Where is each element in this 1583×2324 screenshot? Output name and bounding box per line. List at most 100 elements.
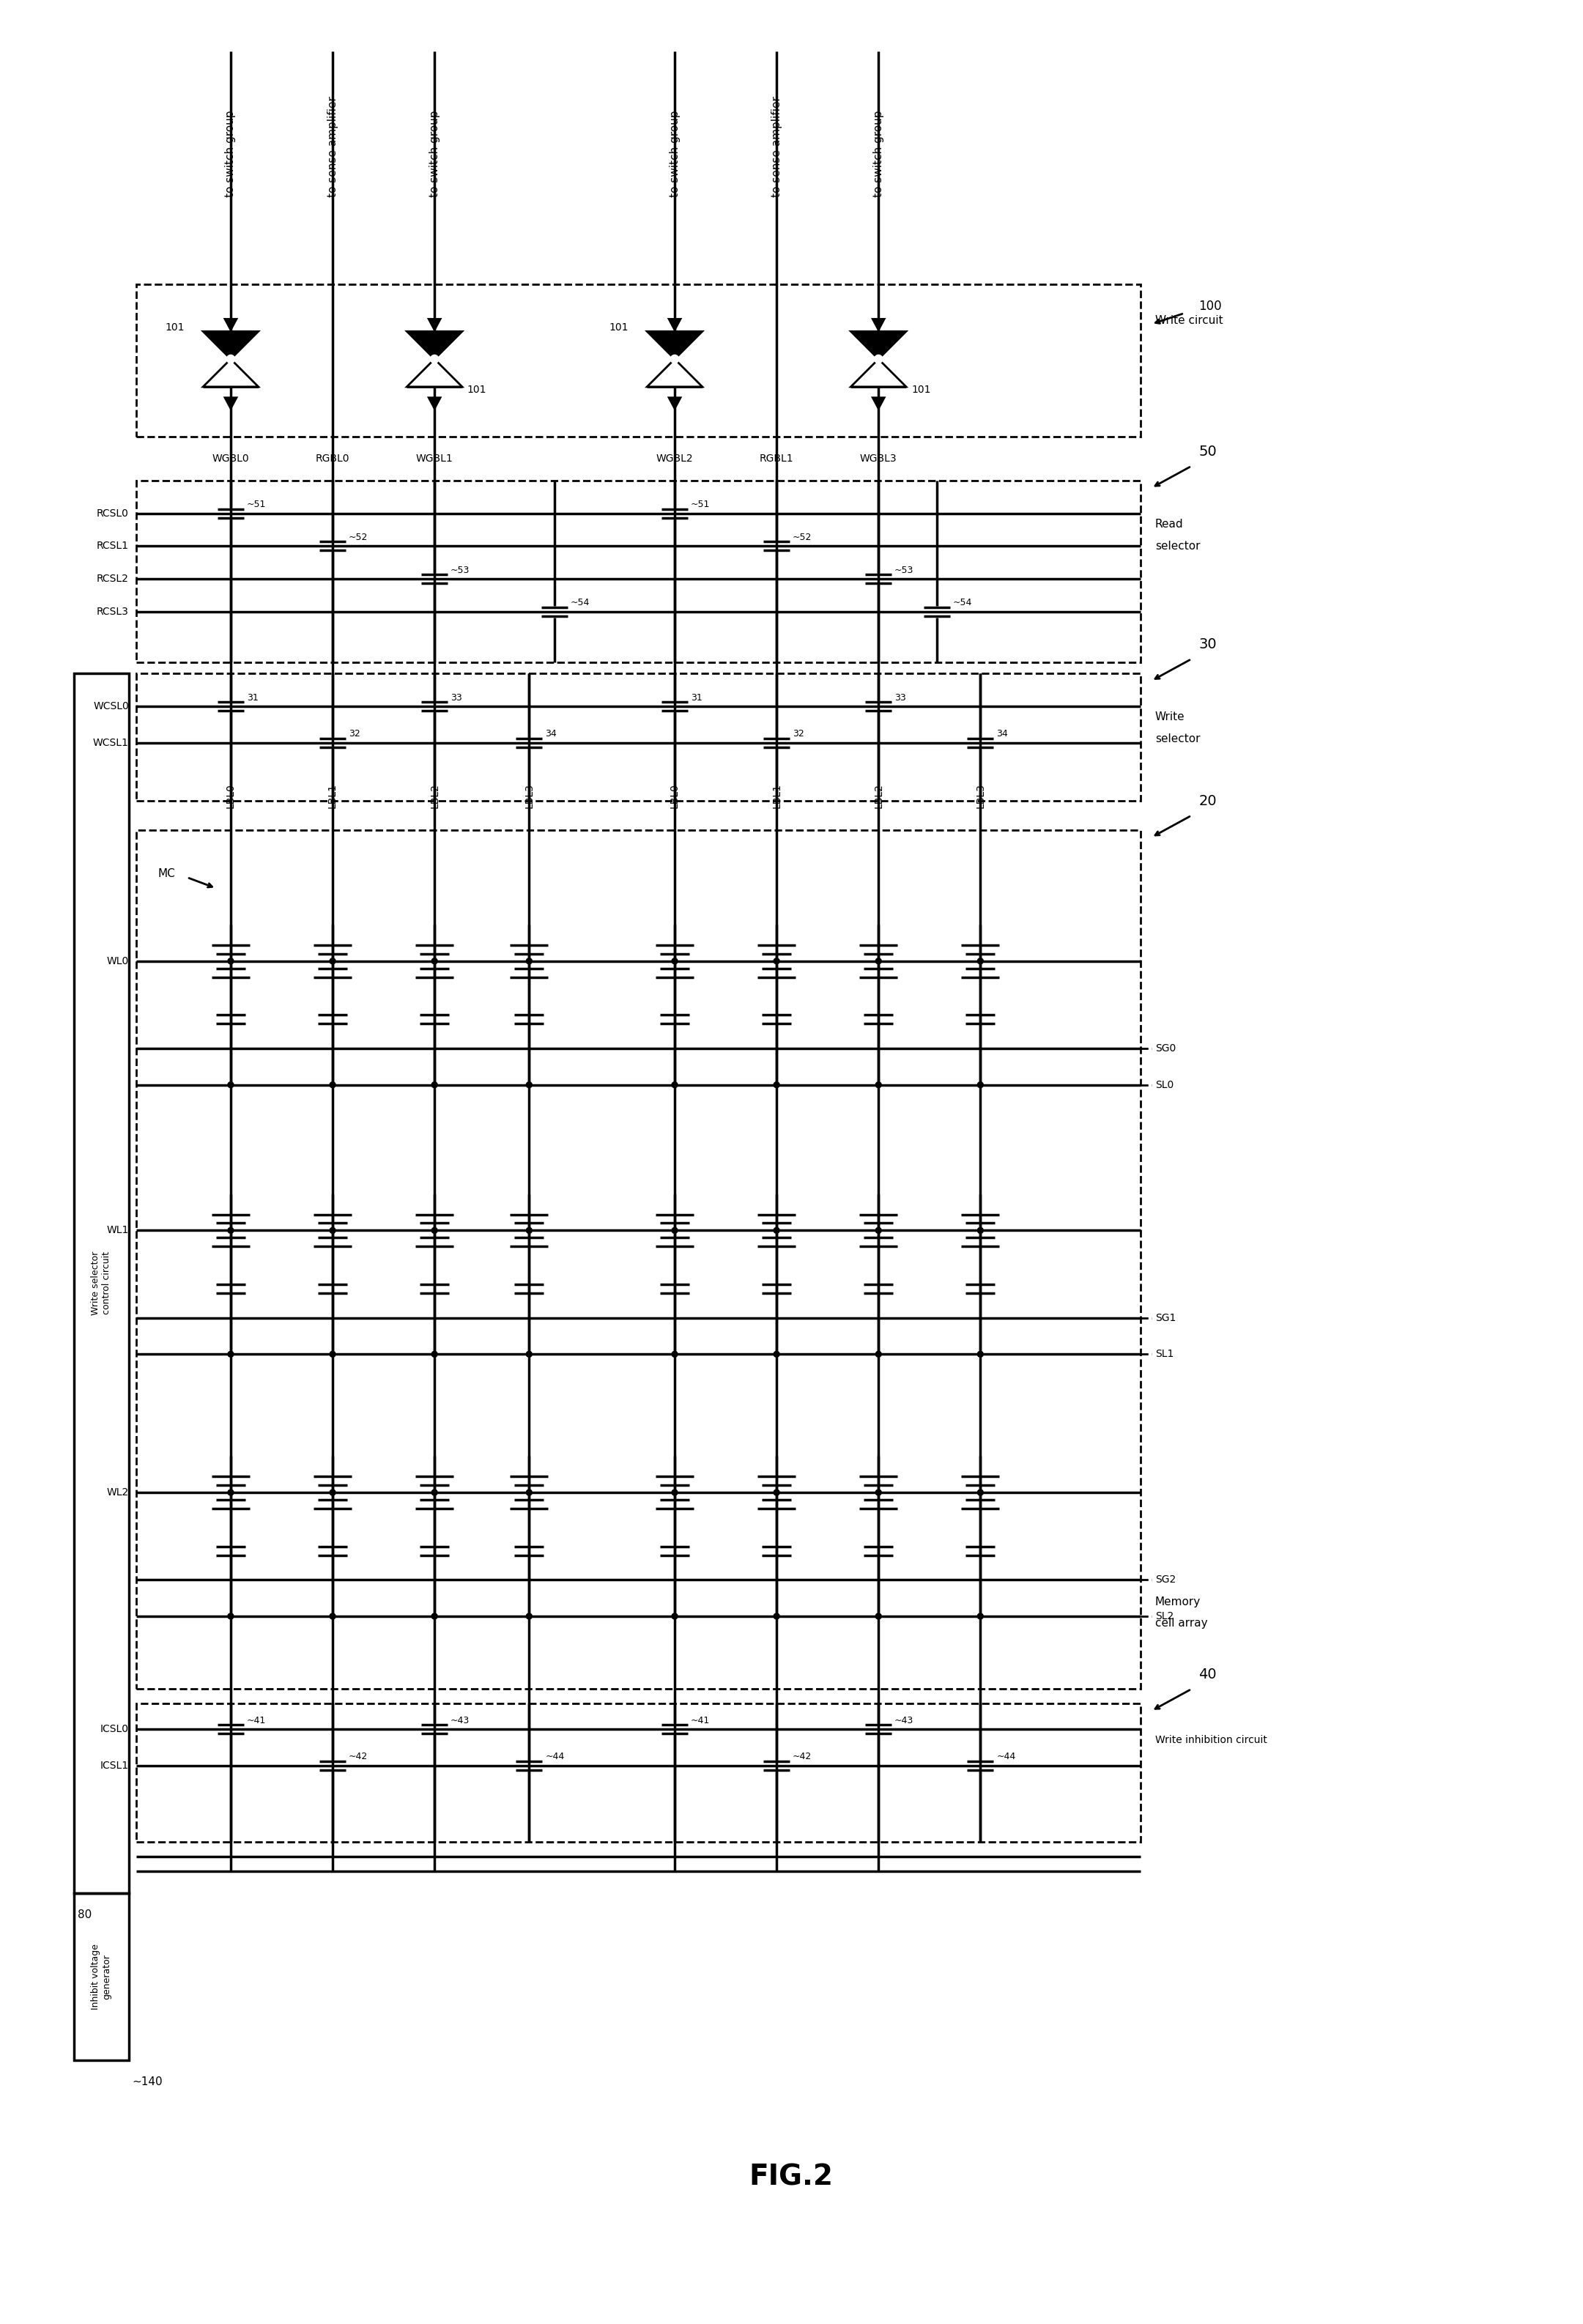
Text: 101: 101 bbox=[165, 323, 185, 332]
Text: LBL0: LBL0 bbox=[226, 783, 236, 809]
Bar bbox=[74, 674, 128, 1892]
Bar bbox=[136, 481, 1140, 662]
Polygon shape bbox=[850, 360, 905, 386]
Text: WL2: WL2 bbox=[106, 1487, 128, 1497]
Text: 101: 101 bbox=[467, 383, 486, 395]
Circle shape bbox=[329, 1490, 336, 1494]
Bar bbox=[136, 674, 1140, 802]
Circle shape bbox=[228, 1227, 234, 1234]
Text: 100: 100 bbox=[1198, 300, 1222, 311]
Circle shape bbox=[329, 1350, 336, 1357]
Text: 33: 33 bbox=[451, 693, 462, 702]
Circle shape bbox=[432, 1227, 437, 1234]
Text: Write: Write bbox=[1156, 711, 1184, 723]
Text: 50: 50 bbox=[1198, 444, 1217, 458]
Text: 34: 34 bbox=[996, 730, 1008, 739]
Text: ICSL0: ICSL0 bbox=[100, 1724, 128, 1734]
Text: Read: Read bbox=[1156, 518, 1184, 530]
Circle shape bbox=[774, 1083, 779, 1088]
Text: ~140: ~140 bbox=[133, 2078, 163, 2087]
Text: WL0: WL0 bbox=[106, 955, 128, 967]
Text: 101: 101 bbox=[912, 383, 931, 395]
Circle shape bbox=[228, 1490, 234, 1494]
Text: 30: 30 bbox=[1198, 637, 1217, 651]
Circle shape bbox=[977, 957, 983, 964]
Circle shape bbox=[526, 957, 532, 964]
Text: ~44: ~44 bbox=[996, 1752, 1016, 1762]
Text: LBL1: LBL1 bbox=[771, 783, 782, 809]
Text: ~54: ~54 bbox=[953, 597, 972, 607]
Polygon shape bbox=[429, 397, 440, 409]
Polygon shape bbox=[647, 360, 703, 386]
Circle shape bbox=[875, 1350, 882, 1357]
Circle shape bbox=[228, 957, 234, 964]
Circle shape bbox=[432, 1083, 437, 1088]
Text: SG2: SG2 bbox=[1156, 1576, 1176, 1585]
Circle shape bbox=[977, 1350, 983, 1357]
Polygon shape bbox=[203, 360, 258, 386]
Circle shape bbox=[774, 1613, 779, 1620]
Text: RGBL1: RGBL1 bbox=[760, 453, 793, 465]
Text: LBL2: LBL2 bbox=[874, 783, 883, 809]
Circle shape bbox=[875, 1227, 882, 1234]
Circle shape bbox=[875, 957, 882, 964]
Text: LBL3: LBL3 bbox=[975, 783, 986, 809]
Circle shape bbox=[671, 1350, 678, 1357]
Bar bbox=[136, 1703, 1140, 1843]
Circle shape bbox=[432, 1490, 437, 1494]
Text: ~44: ~44 bbox=[545, 1752, 565, 1762]
Circle shape bbox=[671, 1613, 678, 1620]
Text: to switch group: to switch group bbox=[872, 109, 883, 198]
Circle shape bbox=[431, 356, 438, 363]
Polygon shape bbox=[225, 397, 236, 409]
Polygon shape bbox=[429, 318, 440, 330]
Circle shape bbox=[671, 957, 678, 964]
Text: WGBL1: WGBL1 bbox=[416, 453, 453, 465]
Text: ~42: ~42 bbox=[348, 1752, 367, 1762]
Text: ~43: ~43 bbox=[451, 1715, 470, 1724]
Text: RCSL2: RCSL2 bbox=[97, 574, 128, 583]
Circle shape bbox=[671, 356, 679, 363]
Text: WCSL0: WCSL0 bbox=[93, 702, 128, 711]
Text: ~43: ~43 bbox=[894, 1715, 913, 1724]
Text: LBL3: LBL3 bbox=[524, 783, 533, 809]
Circle shape bbox=[329, 1613, 336, 1620]
Text: RCSL3: RCSL3 bbox=[97, 607, 128, 616]
Text: 40: 40 bbox=[1198, 1669, 1217, 1683]
Circle shape bbox=[329, 1227, 336, 1234]
Text: WGBL3: WGBL3 bbox=[860, 453, 898, 465]
Polygon shape bbox=[203, 332, 258, 360]
Text: LBL0: LBL0 bbox=[670, 783, 679, 809]
Text: WGBL2: WGBL2 bbox=[655, 453, 693, 465]
Text: 31: 31 bbox=[247, 693, 258, 702]
Circle shape bbox=[875, 1490, 882, 1494]
Text: MC: MC bbox=[158, 869, 176, 878]
Text: RCSL1: RCSL1 bbox=[97, 541, 128, 551]
Text: Memory: Memory bbox=[1156, 1597, 1200, 1608]
Circle shape bbox=[526, 1613, 532, 1620]
Circle shape bbox=[774, 1350, 779, 1357]
Circle shape bbox=[671, 1490, 678, 1494]
Circle shape bbox=[875, 1083, 882, 1088]
Circle shape bbox=[228, 1350, 234, 1357]
Circle shape bbox=[977, 1490, 983, 1494]
Text: 32: 32 bbox=[348, 730, 361, 739]
Circle shape bbox=[875, 356, 882, 363]
Text: to switch group: to switch group bbox=[429, 109, 440, 198]
Text: ~53: ~53 bbox=[451, 565, 470, 574]
Text: RCSL0: RCSL0 bbox=[97, 509, 128, 518]
Circle shape bbox=[977, 1613, 983, 1620]
Text: ~53: ~53 bbox=[894, 565, 913, 574]
Text: Write circuit: Write circuit bbox=[1156, 316, 1224, 325]
Circle shape bbox=[329, 1083, 336, 1088]
Text: RGBL0: RGBL0 bbox=[315, 453, 350, 465]
Text: to switch group: to switch group bbox=[670, 109, 681, 198]
Text: SG1: SG1 bbox=[1156, 1313, 1176, 1322]
Polygon shape bbox=[670, 397, 681, 409]
Text: 20: 20 bbox=[1198, 795, 1217, 809]
Text: Inhibit voltage
generator: Inhibit voltage generator bbox=[90, 1943, 111, 2010]
Text: ~42: ~42 bbox=[793, 1752, 812, 1762]
Circle shape bbox=[526, 1350, 532, 1357]
Text: LBL2: LBL2 bbox=[429, 783, 440, 809]
Text: 32: 32 bbox=[793, 730, 804, 739]
